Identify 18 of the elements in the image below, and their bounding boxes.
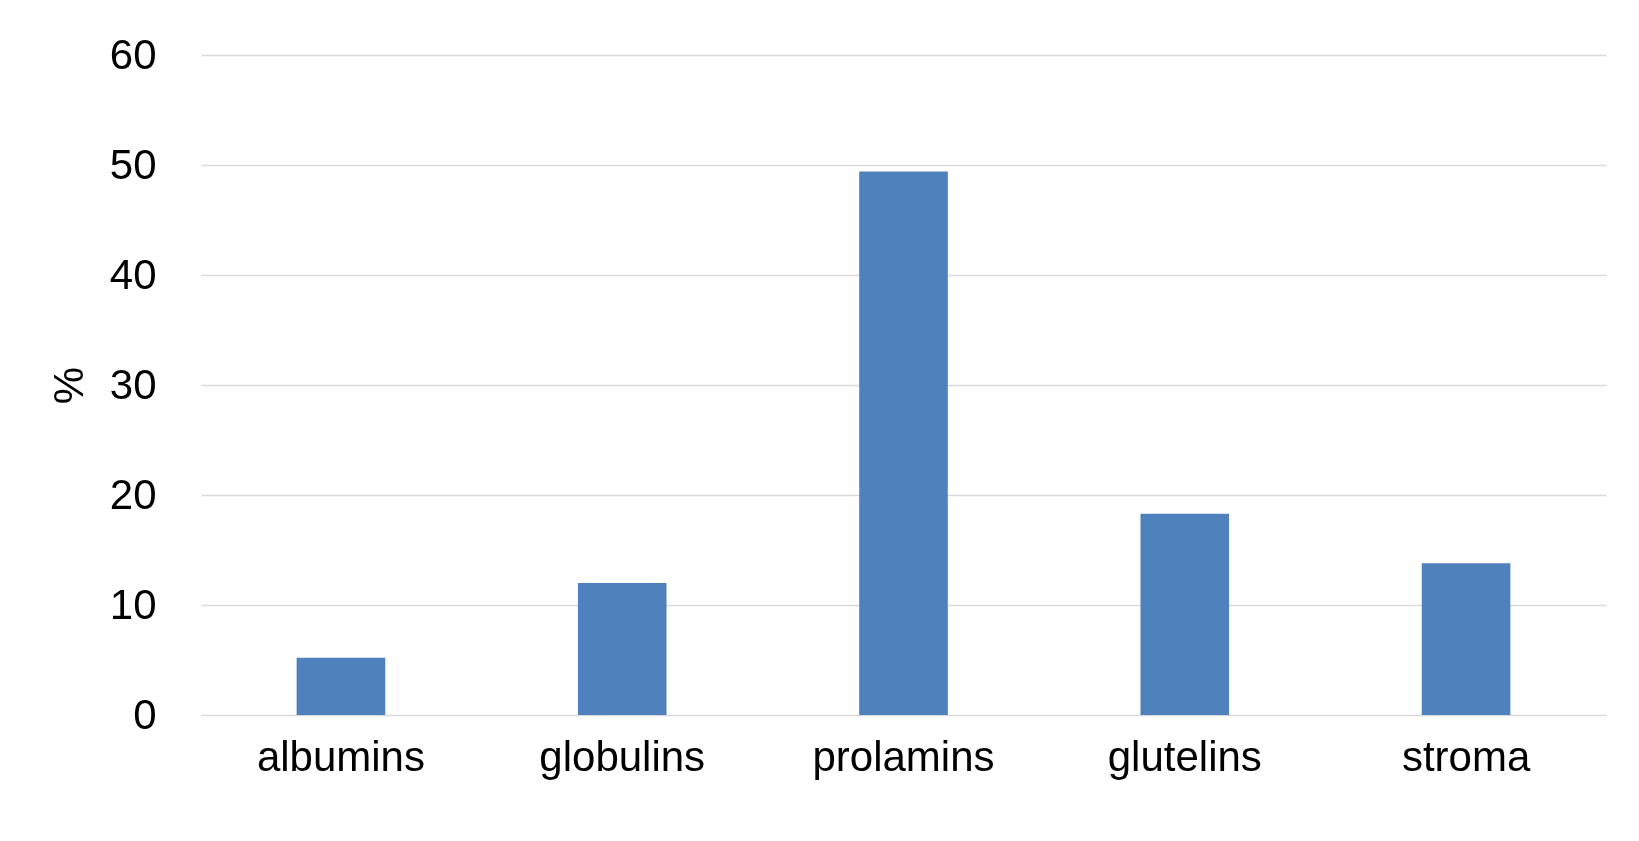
y-tick-label: 60 bbox=[109, 30, 157, 78]
x-tick-label: stroma bbox=[1401, 732, 1531, 780]
bar bbox=[1140, 513, 1230, 715]
y-axis-title: % bbox=[44, 366, 92, 405]
bar bbox=[1421, 563, 1511, 715]
x-tick-label: globulins bbox=[539, 732, 706, 780]
bar bbox=[296, 657, 386, 715]
y-tick-label: 10 bbox=[109, 580, 157, 628]
x-tick-label: albumins bbox=[256, 732, 425, 780]
y-tick-label: 40 bbox=[109, 250, 157, 298]
y-tick-label: 30 bbox=[109, 360, 157, 408]
x-tick-label: prolamins bbox=[812, 732, 995, 780]
bar bbox=[859, 171, 948, 715]
y-tick-label: 0 bbox=[133, 690, 157, 738]
bar bbox=[577, 583, 667, 715]
y-tick-label: 50 bbox=[109, 140, 157, 188]
y-tick-label: 20 bbox=[109, 470, 157, 518]
x-tick-label: glutelins bbox=[1107, 732, 1262, 780]
